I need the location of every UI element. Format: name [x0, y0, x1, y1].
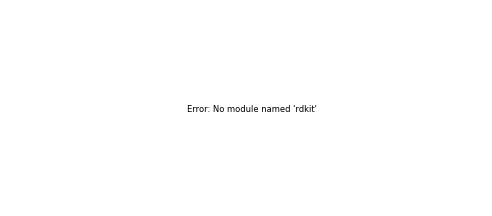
- Text: Error: No module named 'rdkit': Error: No module named 'rdkit': [187, 105, 317, 114]
